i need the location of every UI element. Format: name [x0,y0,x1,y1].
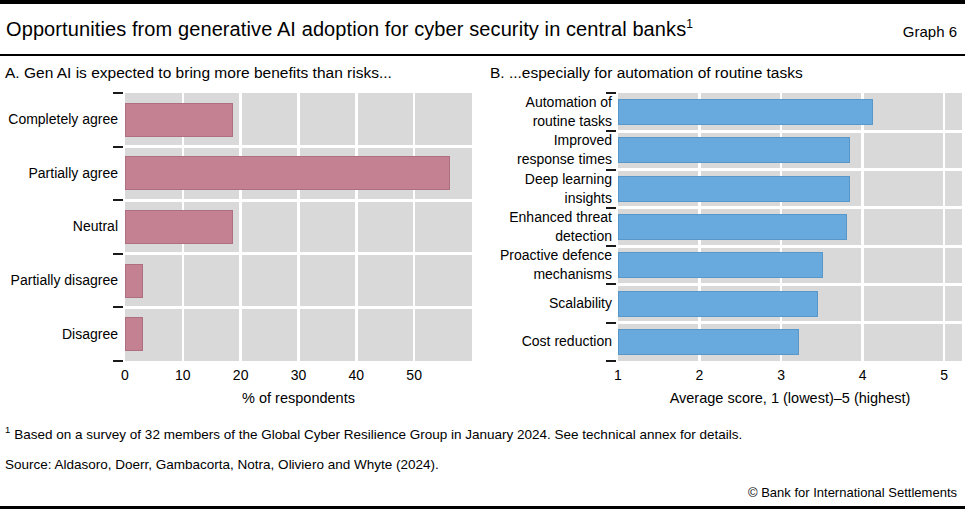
category-label-line: Automation of [526,93,612,112]
bar [125,156,450,190]
category-label: Disagree [0,307,118,361]
category-axis-tick [113,253,123,255]
category-label-line: Completely agree [8,110,118,129]
category-label-line: Cost reduction [522,332,612,351]
row-separator [125,252,472,255]
x-tick-label: 2 [678,367,722,383]
footnote-text: Based on a survey of 32 members of the G… [14,427,742,442]
row-separator [618,206,962,209]
category-axis-tick [113,199,123,201]
category-label-line: Deep learning [525,170,612,189]
plot-area [618,93,962,361]
row-separator [125,145,472,148]
category-axis-tick [113,146,123,148]
category-label: Enhanced threatdetection [484,208,612,246]
category-axis-tick [606,360,616,362]
bar [125,317,143,351]
bottom-border-rule [0,506,965,509]
bar [125,210,233,244]
x-axis-title: % of respondents [125,390,472,406]
category-axis-tick [113,92,123,94]
x-gridline [297,93,300,361]
category-label: Cost reduction [484,323,612,361]
category-label: Completely agree [0,93,118,147]
x-tick-label: 5 [922,367,965,383]
bar [618,214,847,240]
x-tick-label: 0 [103,367,147,383]
category-label-line: Neutral [73,217,118,236]
category-label-line: Disagree [62,325,118,344]
category-label: Automation ofroutine tasks [484,93,612,131]
report-page: Opportunities from generative AI adoptio… [0,0,965,512]
panel-a-title: A. Gen AI is expected to bring more bene… [5,64,392,82]
category-axis-tick [606,322,616,324]
title-footnote-marker: 1 [686,17,693,31]
x-gridline [413,93,416,361]
category-axis-tick [113,360,123,362]
row-separator [618,130,962,133]
x-axis-title: Average score, 1 (lowest)–5 (highest) [618,390,962,406]
bar [618,252,823,278]
row-separator [125,306,472,309]
bar [618,329,799,355]
category-label-line: Proactive defence [500,246,612,265]
bar [618,137,850,163]
category-label-line: Improved [554,131,612,150]
category-label-line: Partially agree [29,164,119,183]
panel-b-title: B. ...especially for automation of routi… [490,64,803,82]
footnote-marker: 1 [5,424,10,435]
bar [618,176,850,202]
source-line: Source: Aldasoro, Doerr, Gambacorta, Not… [5,457,439,472]
category-axis-tick [606,169,616,171]
copyright-notice: © Bank for International Settlements [748,485,957,500]
category-label: Scalability [484,284,612,322]
x-tick-label: 30 [277,367,321,383]
x-tick-label: 3 [759,367,803,383]
footnote: 1 Based on a survey of 32 members of the … [5,424,742,442]
category-axis-tick [606,283,616,285]
category-label: Neutral [0,200,118,254]
category-label-line: detection [555,227,612,246]
category-axis-tick [606,92,616,94]
category-label-line: insights [565,189,612,208]
category-label-line: mechanisms [533,265,612,284]
category-axis-tick [606,245,616,247]
page-title: Opportunities from generative AI adoptio… [6,17,693,41]
x-tick-label: 4 [841,367,885,383]
category-axis-tick [113,306,123,308]
category-label: Deep learninginsights [484,170,612,208]
category-label-line: Scalability [549,294,612,313]
header-divider-rule [0,54,965,56]
row-separator [125,199,472,202]
category-label-line: Enhanced threat [509,208,612,227]
category-label: Proactive defencemechanisms [484,246,612,284]
plot-area [125,93,472,361]
row-separator [618,283,962,286]
bar [125,103,233,137]
category-label: Improvedresponse times [484,131,612,169]
category-label-line: response times [517,150,612,169]
bar [618,99,873,125]
x-gridline [239,93,242,361]
bar [618,291,818,317]
x-tick-label: 1 [596,367,640,383]
row-separator [618,321,962,324]
top-border-rule [0,0,965,4]
x-gridline [355,93,358,361]
category-axis-tick [606,207,616,209]
x-tick-label: 50 [392,367,436,383]
category-axis-tick [606,130,616,132]
x-tick-label: 20 [219,367,263,383]
row-separator [618,245,962,248]
row-separator [618,168,962,171]
category-label-line: Partially disagree [11,271,118,290]
category-label: Partially agree [0,147,118,201]
category-label-line: routine tasks [533,112,612,131]
x-tick-label: 40 [334,367,378,383]
category-label: Partially disagree [0,254,118,308]
page-title-text: Opportunities from generative AI adoptio… [6,18,686,40]
bar [125,264,143,298]
graph-number-label: Graph 6 [903,23,957,40]
x-tick-label: 10 [161,367,205,383]
